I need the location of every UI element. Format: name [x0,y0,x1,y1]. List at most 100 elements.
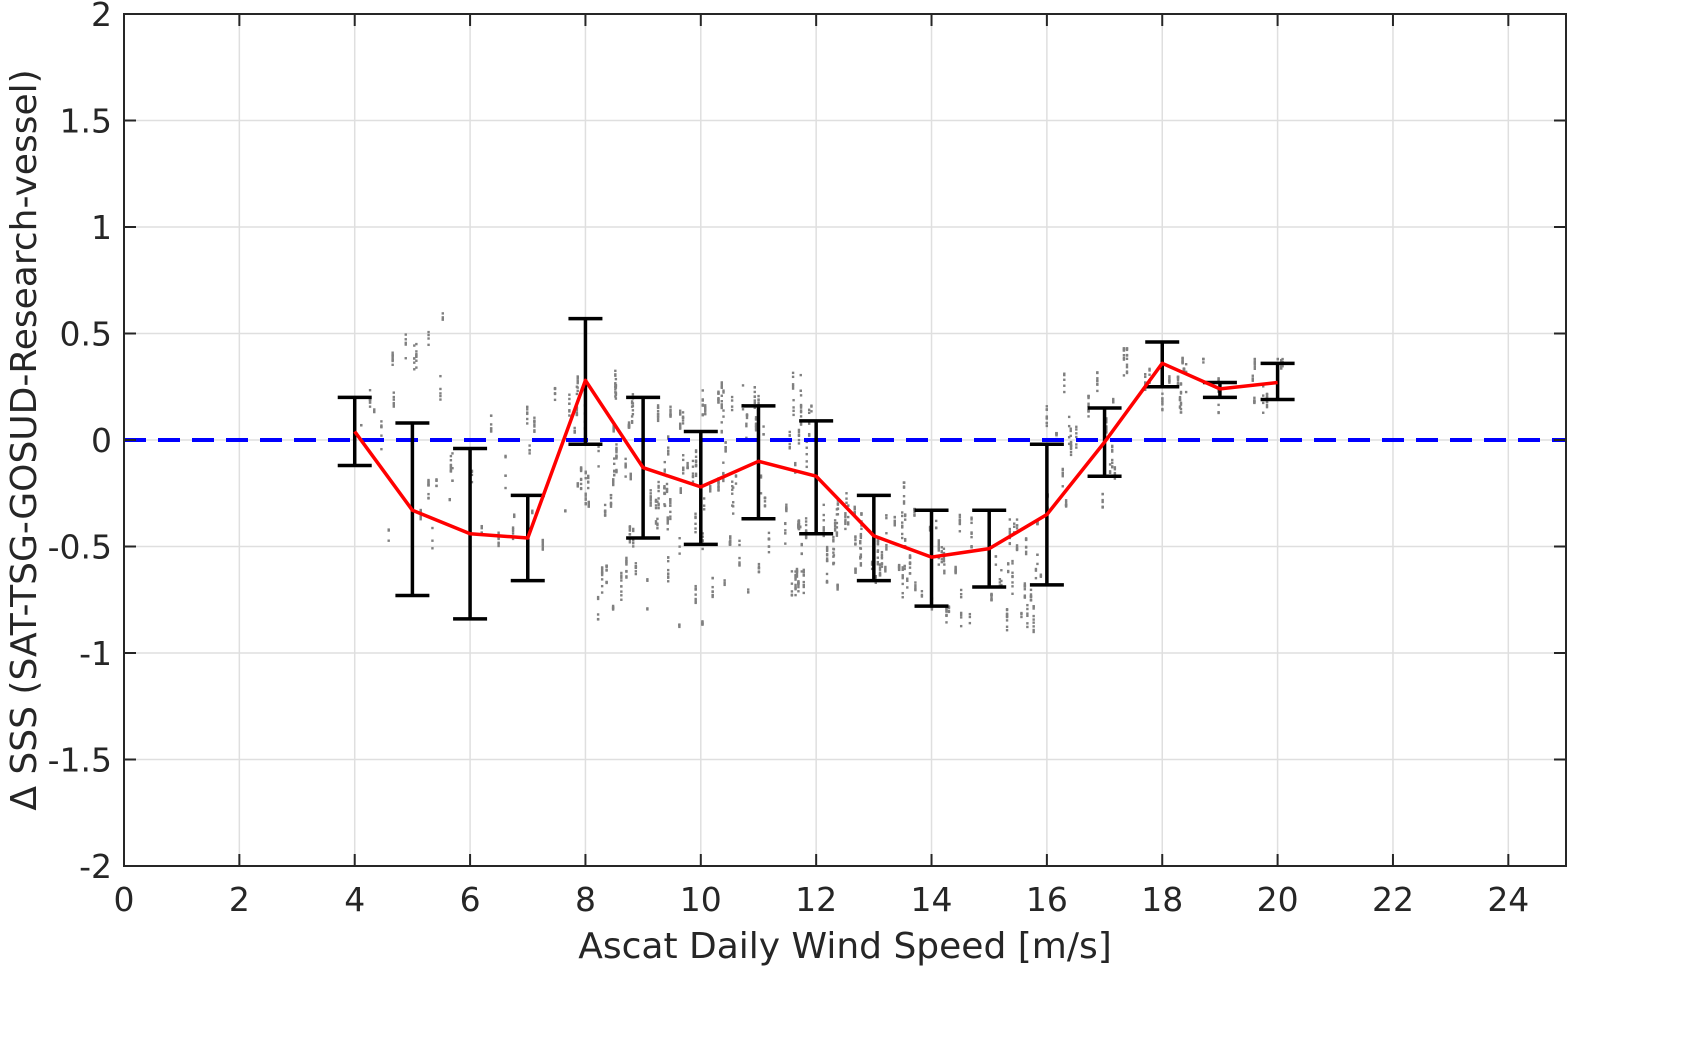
scatter-point [759,474,763,477]
scatter-point [449,469,453,472]
scatter-point [632,545,635,548]
scatter-point [1032,630,1035,634]
scatter-point [620,585,623,588]
scatter-point [415,359,418,362]
scatter-point [722,461,725,464]
scatter-point [669,413,672,416]
scatter-point [1032,607,1035,610]
x-tick-label: 6 [460,880,481,919]
scatter-point [380,447,383,451]
scatter-point [876,550,879,553]
scatter-point [701,532,704,535]
scatter-point [833,519,837,522]
scatter-point [656,412,660,416]
scatter-point [1015,544,1019,547]
scatter-point [1178,405,1182,408]
scatter-point [568,414,571,417]
scatter-point [1161,401,1164,404]
scatter-point [792,398,795,402]
y-tick-label: 1.5 [60,102,112,141]
scatter-point [970,535,973,539]
scatter-point [632,539,635,542]
scatter-point [702,504,706,507]
scatter-point [449,470,453,473]
scatter-point [914,586,917,589]
scatter-point [1265,403,1269,407]
scatter-point [1008,518,1012,521]
scatter-point [584,476,587,480]
scatter-point [669,410,672,413]
scatter-point [391,351,394,354]
scatter-point [1075,443,1078,446]
scatter-point [663,485,666,488]
scatter-point [1182,367,1186,371]
scatter-point [666,572,670,575]
scatter-point [628,528,632,532]
scatter-point [795,575,799,578]
scatter-point [1067,442,1071,446]
scatter-point [1265,400,1269,404]
scatter-point [885,546,888,549]
scatter-point [541,540,545,544]
scatter-point [679,491,682,494]
scatter-point [885,532,888,535]
x-tick-label: 4 [344,880,365,919]
scatter-point [954,568,957,571]
scatter-point [631,402,635,405]
scatter-point [1015,518,1019,521]
scatter-point [1280,358,1283,362]
scatter-point [797,582,800,585]
scatter-point [448,498,451,502]
scatter-point [1181,356,1184,360]
x-axis-label: Ascat Daily Wind Speed [m/s] [578,926,1112,967]
scatter-point [541,545,545,548]
scatter-point [1179,408,1183,411]
scatter-point [832,555,835,558]
scatter-point [1061,475,1064,478]
scatter-point [836,502,840,505]
scatter-point [747,588,750,591]
scatter-point [1067,436,1071,439]
scatter-point [825,545,829,549]
scatter-point [427,496,430,500]
scatter-point [704,404,707,407]
scatter-point [730,395,734,399]
scatter-point [1111,458,1114,462]
scatter-point [845,501,848,504]
y-axis-label: Δ SSS (SAT-TSG-GOSUD-Research-vessel) [4,69,45,810]
scatter-point [836,586,839,590]
scatter-point [720,406,723,409]
scatter-point [709,485,712,488]
scatter-point [497,536,500,540]
scatter-point [753,406,756,409]
scatter-point [722,389,725,392]
scatter-point [666,559,670,563]
scatter-point [1253,357,1257,361]
scatter-point [694,450,698,454]
scatter-point [632,541,635,545]
scatter-point [859,547,863,550]
scatter-point [646,578,649,581]
scatter-point [691,480,695,483]
scatter-point [1034,567,1038,571]
scatter-point [1045,408,1049,411]
scatter-point [1069,429,1072,433]
scatter-point [914,584,917,587]
scatter-point [762,433,765,436]
scatter-point [833,524,837,527]
scatter-point [794,570,797,573]
scatter-point [1265,394,1269,397]
scatter-point [694,512,697,515]
scatter-point [784,532,787,535]
scatter-point [1111,466,1114,469]
scatter-point [807,422,811,425]
scatter-point [759,492,763,495]
y-tick-label: 1 [91,208,112,247]
scatter-point [678,412,682,415]
scatter-point [620,598,623,601]
scatter-point [392,398,395,401]
scatter-point [678,409,682,412]
scatter-point [404,341,407,345]
scatter-point [802,573,805,576]
scatter-point [584,502,587,505]
